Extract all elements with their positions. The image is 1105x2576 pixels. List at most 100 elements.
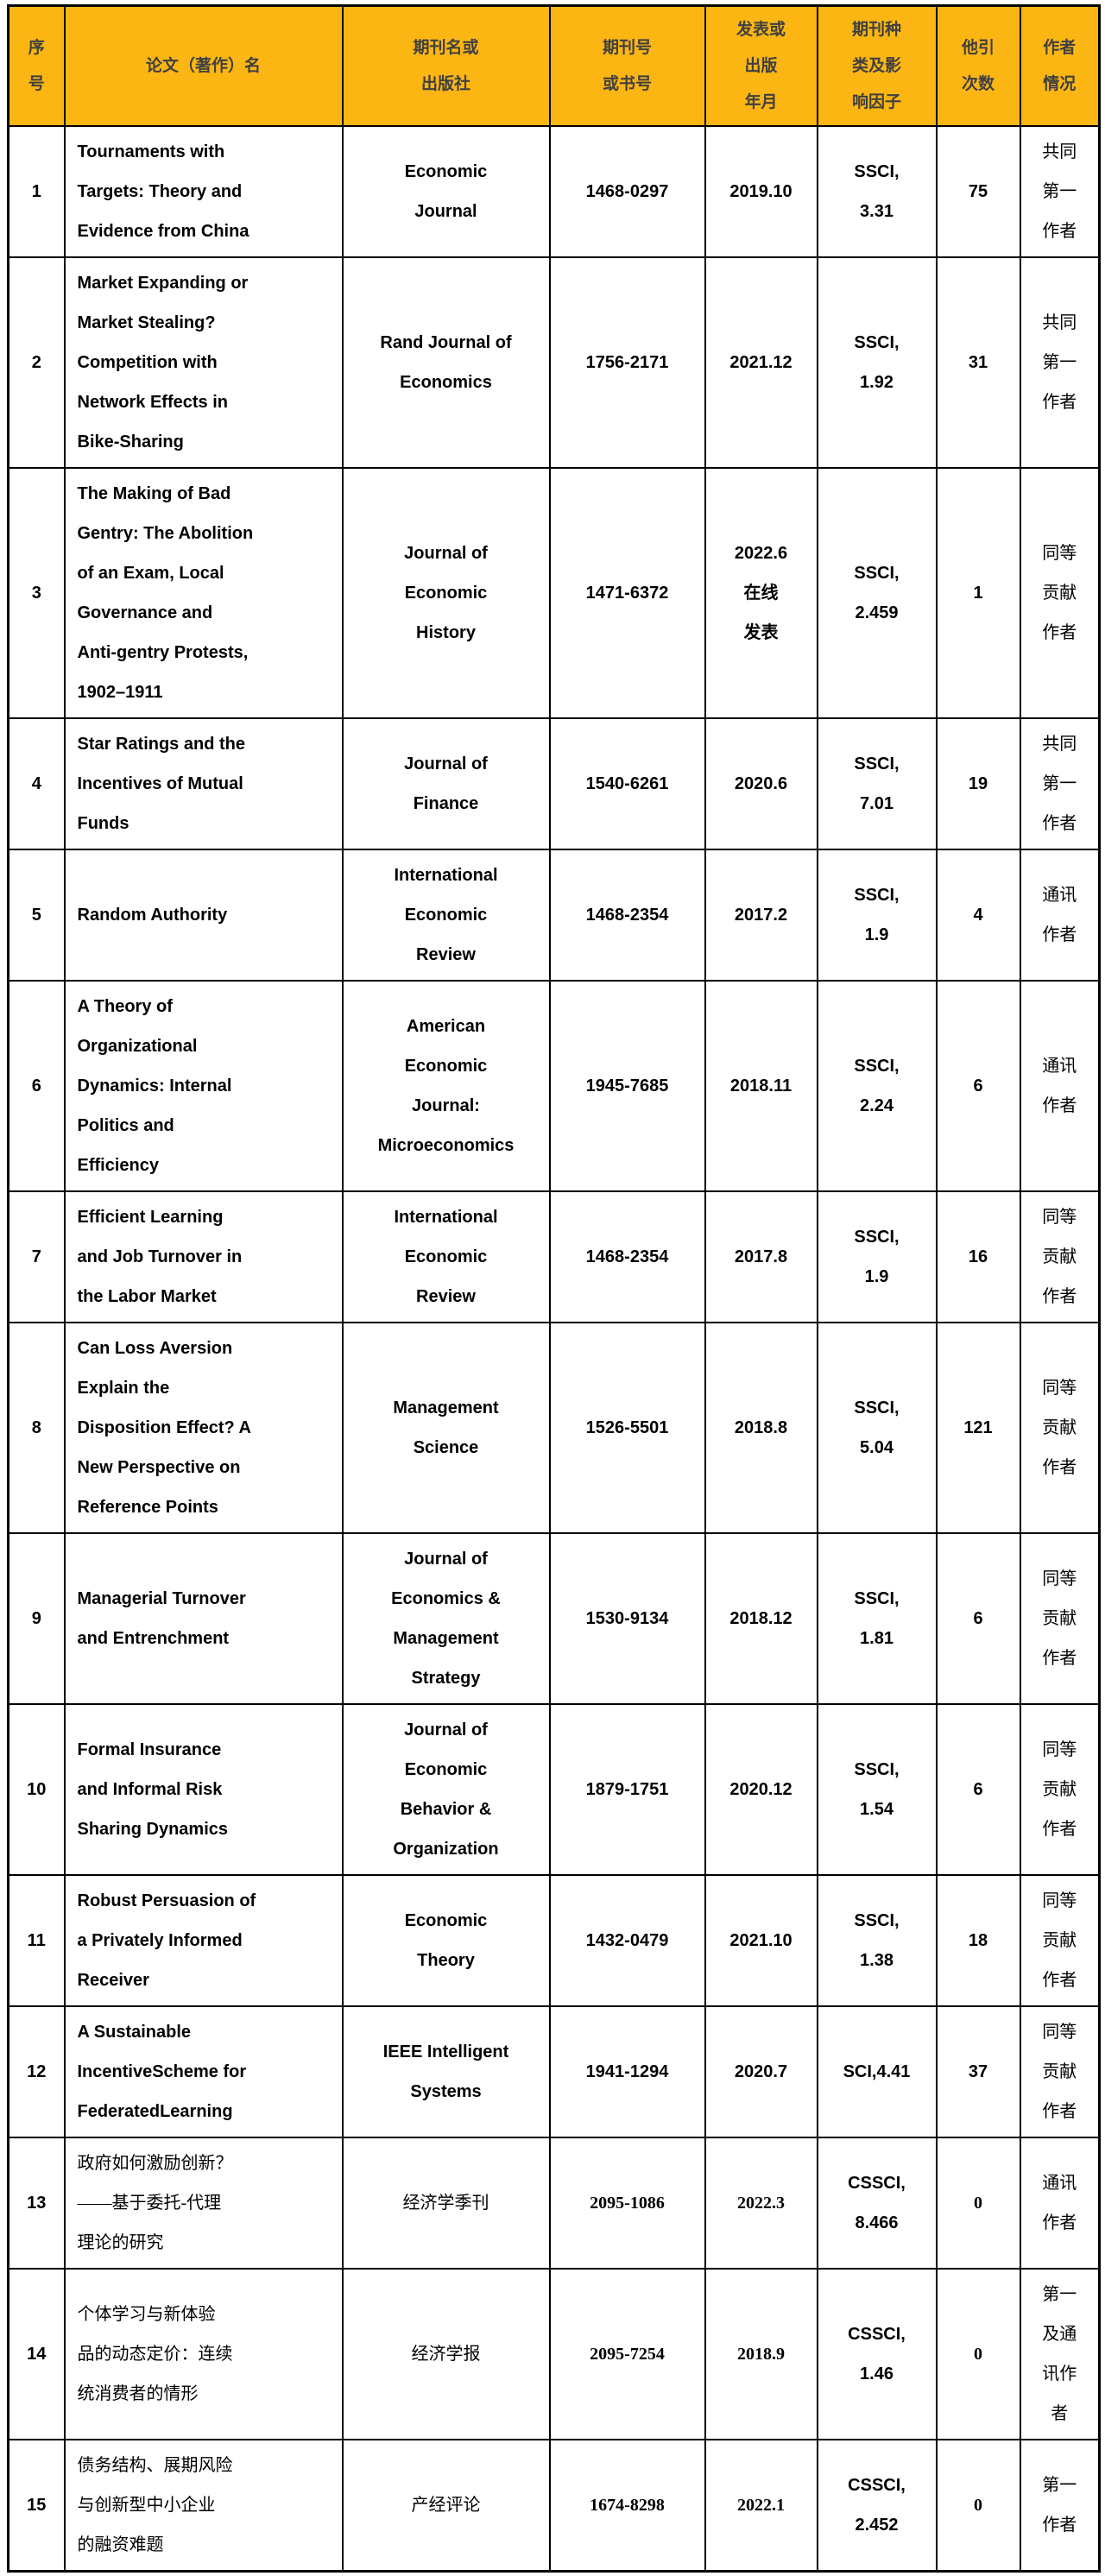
table-row: 11 Robust Persuasion of a Privately Infor… (7, 1874, 1101, 2008)
cell-author: 共同 第一 作者 (1019, 125, 1101, 259)
cell-author: 同等 贡献 作者 (1019, 2005, 1101, 2139)
cell-journal: International Economic Review (341, 849, 551, 982)
table-row: 13 政府如何激励创新？ ——基于委托-代理 理论的研究 经济学季刊 2095-108… (7, 2137, 1101, 2270)
cell-impact: CSSCI, 2.452 (816, 2439, 938, 2573)
table-row: 2 Market Expanding or Market Stealing? Co… (7, 256, 1101, 470)
cell-title: 个体学习与新体验 品的动态定价：连续 统消费者的情形 (63, 2268, 344, 2441)
column-header-citations: 他引 次数 (935, 4, 1021, 128)
cell-index: 1 (7, 125, 66, 259)
cell-journal: 产经评论 (341, 2439, 551, 2573)
cell-citations: 1 (935, 467, 1021, 720)
cell-impact: SSCI, 3.31 (816, 125, 938, 259)
cell-issn: 1471-6372 (548, 467, 706, 720)
table-header: 序 号论文（著作）名 期刊名或 出版社 期刊号 或书号 发表或 出版 年月 期刊种 类及… (7, 4, 1101, 128)
cell-date: 2022.1 (704, 2439, 818, 2573)
cell-index: 4 (7, 717, 66, 851)
table-row: 15 债务结构、展期风险 与创新型中小企业 的融资难题 产经评论 1674-8298 2… (7, 2439, 1101, 2573)
cell-date: 2020.7 (704, 2005, 818, 2139)
cell-author: 通讯 作者 (1019, 849, 1101, 982)
cell-date: 2021.10 (704, 1874, 818, 2008)
cell-title: Robust Persuasion of a Privately Informe… (63, 1874, 344, 2008)
cell-issn: 1540-6261 (548, 717, 706, 851)
cell-title: Formal Insurance and Informal Risk Shari… (63, 1703, 344, 1877)
cell-index: 10 (7, 1703, 66, 1877)
cell-date: 2018.8 (704, 1322, 818, 1535)
cell-title: The Making of Bad Gentry: The Abolition … (63, 467, 344, 720)
cell-author: 共同 第一 作者 (1019, 717, 1101, 851)
cell-citations: 6 (935, 1703, 1021, 1877)
cell-author: 第一 及通 讯作 者 (1019, 2268, 1101, 2441)
cell-index: 6 (7, 980, 66, 1193)
cell-date: 2017.8 (704, 1190, 818, 1324)
cell-title: A Sustainable IncentiveScheme for Federa… (63, 2005, 344, 2139)
cell-impact: SCI,4.41 (816, 2005, 938, 2139)
cell-date: 2018.11 (704, 980, 818, 1193)
cell-date: 2018.9 (704, 2268, 818, 2441)
cell-date: 2022.6 在线 发表 (704, 467, 818, 720)
cell-journal: Economic Journal (341, 125, 551, 259)
cell-index: 2 (7, 256, 66, 470)
cell-date: 2022.3 (704, 2137, 818, 2270)
cell-citations: 18 (935, 1874, 1021, 2008)
cell-author: 通讯 作者 (1019, 980, 1101, 1193)
cell-impact: SSCI, 1.54 (816, 1703, 938, 1877)
cell-issn: 1756-2171 (548, 256, 706, 470)
cell-index: 13 (7, 2137, 66, 2270)
column-header-author: 作者 情况 (1019, 4, 1101, 128)
cell-citations: 16 (935, 1190, 1021, 1324)
table-row: 5 Random Authority International Economic … (7, 849, 1101, 982)
column-header-date: 发表或 出版 年月 (704, 4, 818, 128)
table-row: 3 The Making of Bad Gentry: The Abolition… (7, 467, 1101, 720)
table-row: 12 A Sustainable IncentiveScheme for Fede… (7, 2005, 1101, 2139)
cell-impact: SSCI, 1.9 (816, 1190, 938, 1324)
cell-citations: 0 (935, 2268, 1021, 2441)
cell-title: Random Authority (63, 849, 344, 982)
cell-date: 2021.12 (704, 256, 818, 470)
cell-index: 9 (7, 1532, 66, 1706)
cell-impact: CSSCI, 1.46 (816, 2268, 938, 2441)
cell-date: 2018.12 (704, 1532, 818, 1706)
cell-issn: 1674-8298 (548, 2439, 706, 2573)
cell-index: 5 (7, 849, 66, 982)
cell-author: 同等 贡献 作者 (1019, 1532, 1101, 1706)
cell-issn: 2095-7254 (548, 2268, 706, 2441)
cell-index: 11 (7, 1874, 66, 2008)
table-row: 10 Formal Insurance and Informal Risk Sha… (7, 1703, 1101, 1877)
cell-impact: CSSCI, 8.466 (816, 2137, 938, 2270)
cell-citations: 6 (935, 980, 1021, 1193)
cell-impact: SSCI, 1.81 (816, 1532, 938, 1706)
cell-index: 14 (7, 2268, 66, 2441)
cell-author: 同等 贡献 作者 (1019, 1703, 1101, 1877)
column-header-title: 论文（著作）名 (63, 4, 344, 128)
cell-impact: SSCI, 1.9 (816, 849, 938, 982)
cell-citations: 19 (935, 717, 1021, 851)
cell-journal: Rand Journal of Economics (341, 256, 551, 470)
cell-journal: American Economic Journal: Microeconomic… (341, 980, 551, 1193)
cell-author: 通讯 作者 (1019, 2137, 1101, 2270)
cell-index: 3 (7, 467, 66, 720)
cell-citations: 37 (935, 2005, 1021, 2139)
cell-impact: SSCI, 7.01 (816, 717, 938, 851)
cell-date: 2019.10 (704, 125, 818, 259)
cell-impact: SSCI, 1.92 (816, 256, 938, 470)
cell-citations: 121 (935, 1322, 1021, 1535)
table-row: 14 个体学习与新体验 品的动态定价：连续 统消费者的情形 经济学报 2095-725… (7, 2268, 1101, 2441)
cell-issn: 1941-1294 (548, 2005, 706, 2139)
cell-journal: International Economic Review (341, 1190, 551, 1324)
cell-issn: 1945-7685 (548, 980, 706, 1193)
cell-issn: 2095-1086 (548, 2137, 706, 2270)
cell-title: 债务结构、展期风险 与创新型中小企业 的融资难题 (63, 2439, 344, 2573)
cell-title: Managerial Turnover and Entrenchment (63, 1532, 344, 1706)
cell-date: 2020.6 (704, 717, 818, 851)
cell-impact: SSCI, 2.24 (816, 980, 938, 1193)
cell-issn: 1879-1751 (548, 1703, 706, 1877)
cell-impact: SSCI, 5.04 (816, 1322, 938, 1535)
cell-issn: 1526-5501 (548, 1322, 706, 1535)
column-header-impact: 期刊种 类及影 响因子 (816, 4, 938, 128)
cell-index: 15 (7, 2439, 66, 2573)
column-header-index: 序 号 (7, 4, 66, 128)
table-body: 1 Tournaments with Targets: Theory and Ev… (7, 125, 1101, 2573)
cell-issn: 1432-0479 (548, 1874, 706, 2008)
